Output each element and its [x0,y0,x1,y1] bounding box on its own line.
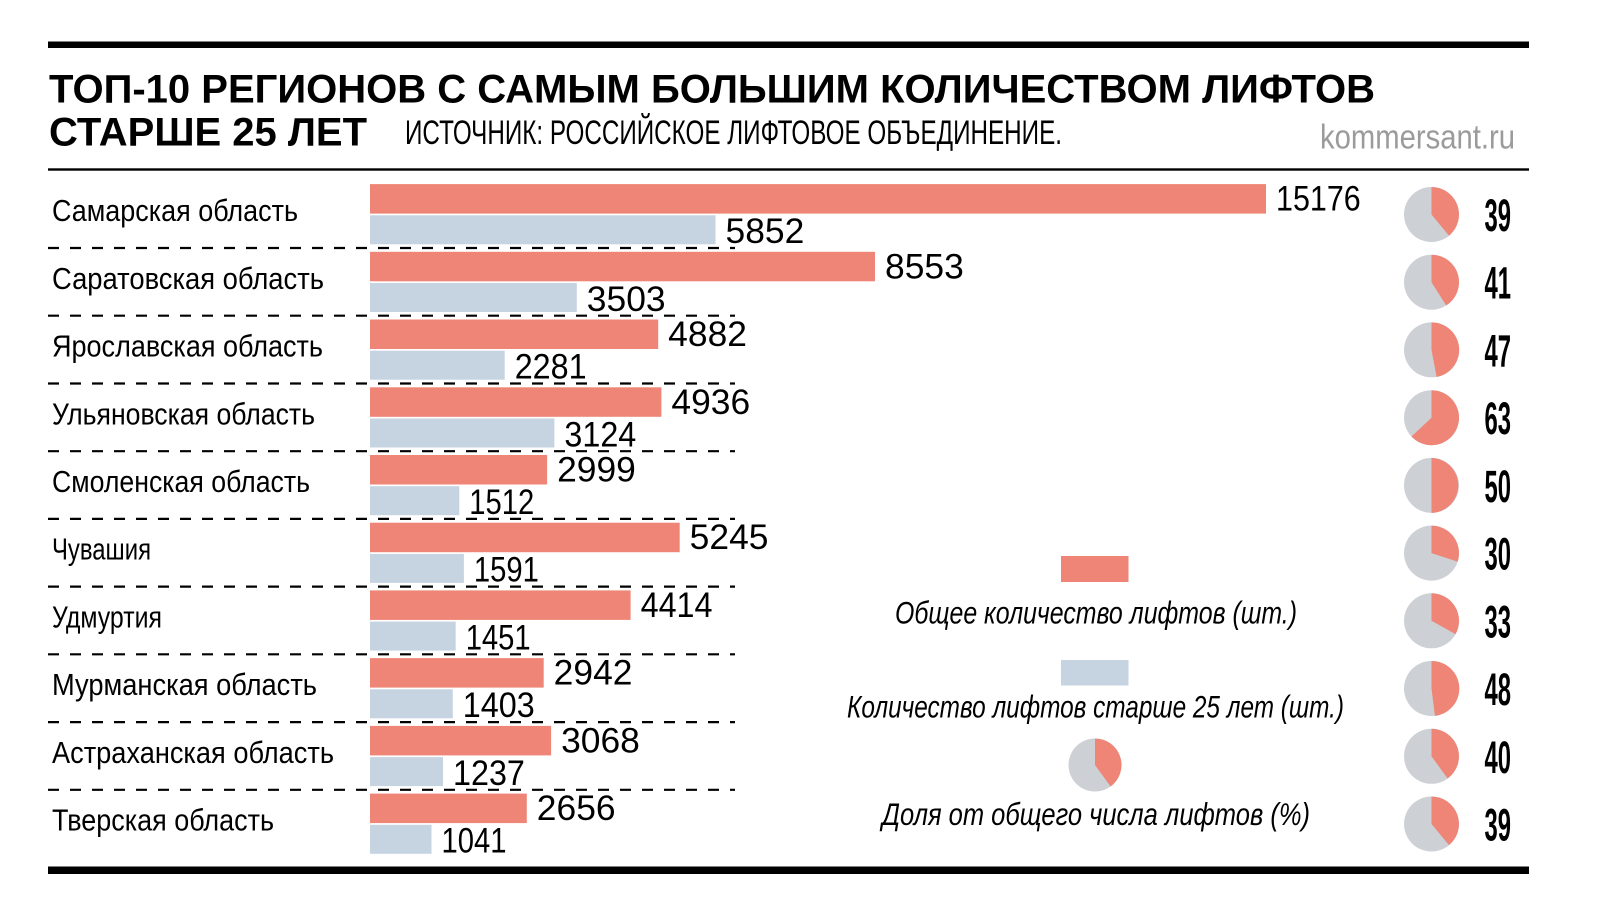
svg-text:Мурманская область: Мурманская область [52,667,317,702]
svg-text:2942: 2942 [554,654,633,693]
svg-text:63: 63 [1485,393,1512,444]
svg-text:4882: 4882 [668,315,747,354]
svg-text:Общее количество лифтов (шт.): Общее количество лифтов (шт.) [895,595,1297,631]
svg-text:48: 48 [1485,664,1512,715]
svg-text:39: 39 [1485,800,1512,851]
svg-text:3068: 3068 [561,721,640,760]
svg-text:4414: 4414 [641,586,713,625]
svg-text:Тверская область: Тверская область [52,803,274,838]
svg-text:47: 47 [1485,325,1512,376]
svg-text:3124: 3124 [564,415,636,454]
svg-text:Смоленская область: Смоленская область [52,464,310,499]
svg-text:Саратовская область: Саратовская область [52,261,324,296]
svg-text:Ярославская область: Ярославская область [52,329,323,364]
svg-text:1403: 1403 [463,686,535,725]
svg-text:41: 41 [1485,258,1512,309]
svg-text:2999: 2999 [557,451,636,490]
svg-text:СТАРШЕ 25 ЛЕТ: СТАРШЕ 25 ЛЕТ [49,111,367,155]
svg-text:Ульяновская область: Ульяновская область [52,396,315,431]
svg-text:33: 33 [1485,596,1512,647]
svg-text:ТОП-10 РЕГИОНОВ С САМЫМ БОЛЬШИ: ТОП-10 РЕГИОНОВ С САМЫМ БОЛЬШИМ КОЛИЧЕСТ… [49,68,1375,112]
svg-text:1591: 1591 [474,551,539,590]
svg-text:8553: 8553 [885,247,964,286]
svg-text:4936: 4936 [671,383,750,422]
svg-text:Количество лифтов старше 25 ле: Количество лифтов старше 25 лет (шт.) [847,689,1344,725]
svg-text:1512: 1512 [469,483,534,522]
svg-text:5852: 5852 [726,212,805,251]
svg-text:Самарская область: Самарская область [52,193,298,228]
svg-text:50: 50 [1485,461,1512,512]
svg-text:40: 40 [1485,732,1512,783]
svg-text:2656: 2656 [537,789,616,828]
svg-text:kommersant.ru: kommersant.ru [1320,119,1515,157]
svg-text:1041: 1041 [442,822,507,861]
svg-text:1237: 1237 [453,754,525,793]
svg-text:ИСТОЧНИК: РОССИЙСКОЕ ЛИФТОВОЕ: ИСТОЧНИК: РОССИЙСКОЕ ЛИФТОВОЕ ОБЪЕДИНЕНИ… [405,114,1062,152]
svg-text:5245: 5245 [690,518,769,557]
svg-text:Доля от общего числа лифтов (%: Доля от общего числа лифтов (%) [880,796,1310,832]
svg-text:Удмуртия: Удмуртия [52,599,162,634]
svg-text:15176: 15176 [1276,180,1361,219]
svg-text:2281: 2281 [515,348,587,387]
svg-text:39: 39 [1485,190,1512,241]
svg-text:1451: 1451 [466,618,531,657]
svg-text:Астраханская область: Астраханская область [52,735,334,770]
svg-text:3503: 3503 [587,280,666,319]
svg-text:Чувашия: Чувашия [52,532,151,567]
svg-text:30: 30 [1485,529,1512,580]
